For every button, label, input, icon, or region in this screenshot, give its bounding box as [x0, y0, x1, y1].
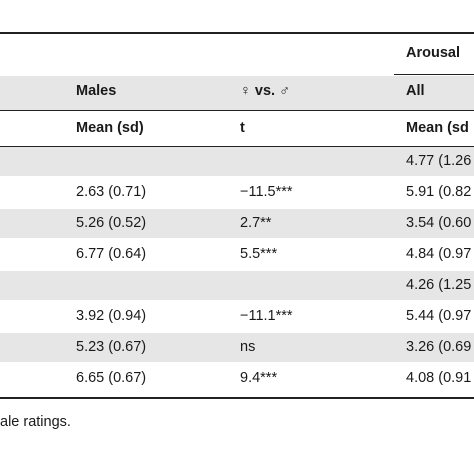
column-header-comparison: ♀ vs. ♂: [240, 83, 290, 99]
row-band-1: [0, 147, 474, 176]
cell-all: 5.91 (0.82: [406, 184, 472, 200]
cell-t: −11.1***: [240, 308, 293, 324]
header-bottom-rule: [0, 146, 474, 147]
cell-all: 5.44 (0.97: [406, 308, 472, 324]
cell-males: 6.65 (0.67): [76, 370, 147, 386]
row-band-7: [0, 333, 474, 362]
cell-males: 6.77 (0.64): [76, 246, 147, 262]
header-mid-rule: [0, 110, 474, 111]
cell-all: 3.26 (0.69: [406, 339, 472, 355]
cell-all: 4.84 (0.97: [406, 246, 472, 262]
column-header-all: All: [406, 83, 425, 99]
cell-all: 4.26 (1.25: [406, 277, 472, 293]
cell-all: 4.08 (0.91: [406, 370, 472, 386]
table-top-rule: [0, 32, 474, 34]
subheader-all: Mean (sd: [406, 120, 469, 136]
header-band: [0, 76, 474, 110]
cell-all: 4.77 (1.26: [406, 153, 472, 169]
group-header-rule: [394, 74, 474, 75]
cell-t: 9.4***: [240, 370, 278, 386]
cell-males: 2.63 (0.71): [76, 184, 147, 200]
row-band-5: [0, 271, 474, 300]
cell-males: 3.92 (0.94): [76, 308, 147, 324]
subheader-males: Mean (sd): [76, 120, 144, 136]
row-band-3: [0, 209, 474, 238]
cell-t: 5.5***: [240, 246, 278, 262]
cell-all: 3.54 (0.60: [406, 215, 472, 231]
cell-males: 5.23 (0.67): [76, 339, 147, 355]
cell-t: −11.5***: [240, 184, 293, 200]
table-footnote: ale ratings.: [0, 414, 71, 430]
cell-t: ns: [240, 339, 256, 355]
cell-t: 2.7**: [240, 215, 272, 231]
cell-males: 5.26 (0.52): [76, 215, 147, 231]
column-header-males: Males: [76, 83, 117, 99]
table-bottom-rule: [0, 397, 474, 399]
group-header-arousal: Arousal: [406, 45, 460, 61]
subheader-comparison: t: [240, 120, 245, 136]
